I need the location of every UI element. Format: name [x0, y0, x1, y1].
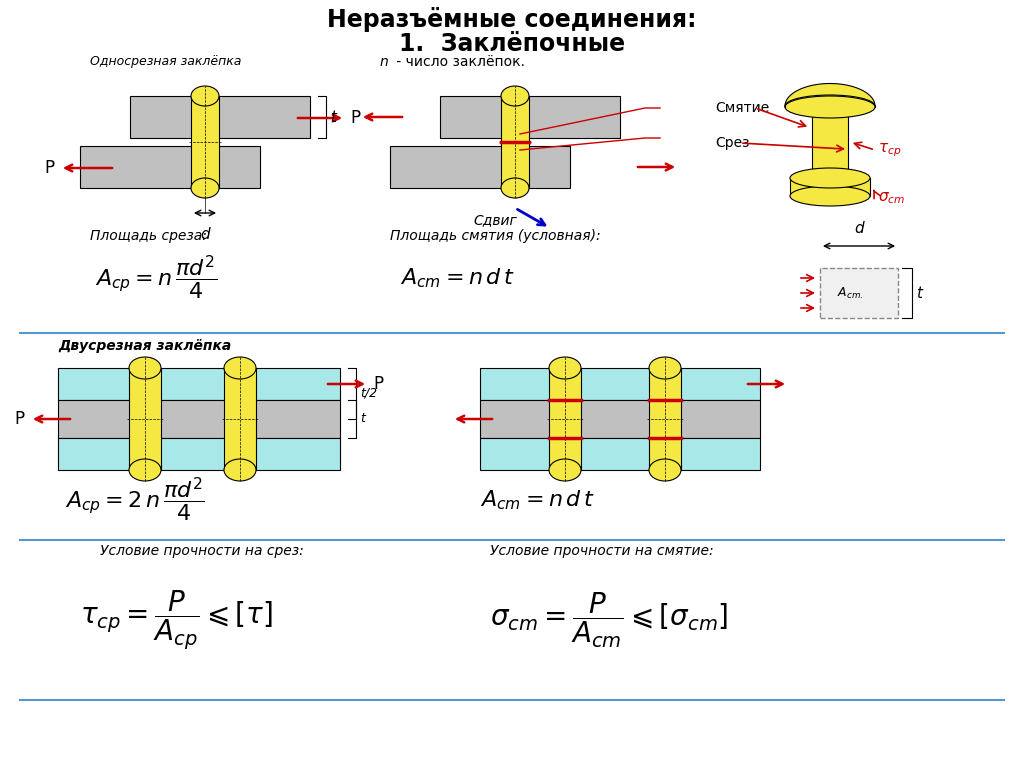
Text: n: n [380, 55, 389, 69]
Ellipse shape [129, 357, 161, 379]
Bar [230, 402, 250, 436]
Ellipse shape [549, 357, 581, 379]
Ellipse shape [191, 178, 219, 198]
Bar [480, 368, 760, 400]
Bar [130, 96, 310, 138]
Bar [58, 368, 340, 400]
Text: t: t [330, 110, 336, 124]
Ellipse shape [129, 459, 161, 481]
Ellipse shape [501, 86, 529, 106]
Bar [480, 438, 760, 470]
Ellipse shape [649, 459, 681, 481]
Ellipse shape [549, 459, 581, 481]
Text: $\sigma_{cm}$: $\sigma_{cm}$ [878, 190, 905, 206]
Bar [191, 96, 219, 188]
Ellipse shape [812, 171, 848, 185]
Ellipse shape [501, 178, 529, 198]
Text: Смятие: Смятие [715, 101, 769, 115]
Text: Срез: Срез [715, 136, 750, 150]
Bar [649, 368, 681, 470]
Text: Площадь среза:: Площадь среза: [90, 229, 207, 243]
Bar [135, 402, 155, 436]
Text: $A_{cp} = n\,\dfrac{\pi d^2}{4}$: $A_{cp} = n\,\dfrac{\pi d^2}{4}$ [95, 254, 217, 302]
Text: Односрезная заклёпка: Односрезная заклёпка [90, 55, 242, 68]
Text: $A_{cm} = n\,d\,t$: $A_{cm} = n\,d\,t$ [480, 488, 595, 511]
Bar [80, 146, 260, 188]
Text: $A_{cm.}$: $A_{cm.}$ [837, 286, 863, 300]
Text: Неразъёмные соединения:: Неразъёмные соединения: [328, 8, 696, 32]
Text: d: d [854, 221, 864, 236]
Bar [129, 368, 161, 470]
Ellipse shape [224, 459, 256, 481]
Bar [820, 268, 898, 318]
Ellipse shape [649, 357, 681, 379]
Text: Условие прочности на срез:: Условие прочности на срез: [100, 544, 304, 558]
Bar [390, 146, 570, 188]
Ellipse shape [191, 86, 219, 106]
Bar [655, 402, 675, 436]
Text: - число заклёпок.: - число заклёпок. [392, 55, 525, 69]
Text: Условие прочности на смятие:: Условие прочности на смятие: [490, 544, 714, 558]
Text: $\tau_{cp} = \dfrac{P}{A_{cp}} \leqslant [\tau]$: $\tau_{cp} = \dfrac{P}{A_{cp}} \leqslant… [80, 588, 273, 651]
Text: Двусрезная заклёпка: Двусрезная заклёпка [58, 339, 231, 353]
Ellipse shape [224, 357, 256, 379]
Bar [58, 400, 340, 438]
Bar [224, 368, 256, 470]
Text: t/2: t/2 [360, 387, 377, 400]
Text: P: P [15, 410, 25, 428]
Text: $A_{cm} = n\,d\,t$: $A_{cm} = n\,d\,t$ [400, 266, 515, 290]
Bar [790, 178, 870, 196]
Bar [501, 96, 529, 188]
Ellipse shape [790, 168, 870, 188]
Bar [555, 402, 575, 436]
Bar [549, 368, 581, 470]
Text: $\sigma_{cm} = \dfrac{P}{A_{cm}} \leqslant [\sigma_{cm}]$: $\sigma_{cm} = \dfrac{P}{A_{cm}} \leqsla… [490, 591, 728, 650]
Bar [820, 268, 898, 318]
Ellipse shape [785, 95, 874, 117]
Text: $A_{cp} = 2\,n\,\dfrac{\pi d^2}{4}$: $A_{cp} = 2\,n\,\dfrac{\pi d^2}{4}$ [65, 476, 205, 524]
Text: $\tau_{cp}$: $\tau_{cp}$ [878, 141, 901, 159]
Ellipse shape [785, 96, 874, 118]
Bar [440, 96, 620, 138]
Bar [480, 400, 760, 438]
Text: Сдвиг: Сдвиг [473, 213, 517, 227]
Text: 1.  Заклёпочные: 1. Заклёпочные [399, 32, 625, 56]
Bar [58, 438, 340, 470]
Bar [812, 106, 848, 178]
Text: P: P [373, 375, 383, 393]
Text: P: P [45, 159, 55, 177]
Ellipse shape [790, 186, 870, 206]
Text: Площадь смятия (условная):: Площадь смятия (условная): [390, 229, 601, 243]
Text: P: P [350, 109, 360, 127]
Text: t: t [916, 286, 922, 300]
Text: d: d [200, 227, 210, 242]
Text: t: t [360, 412, 365, 425]
